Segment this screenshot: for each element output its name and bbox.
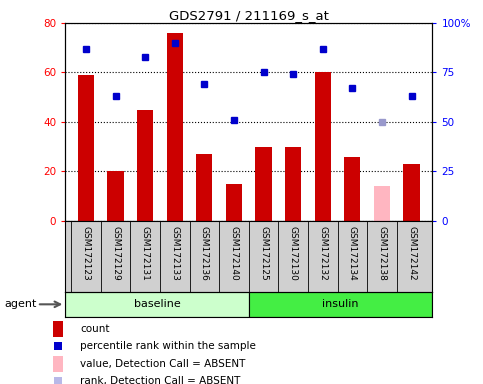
Text: GSM172131: GSM172131	[141, 227, 150, 281]
Text: GSM172123: GSM172123	[82, 227, 90, 281]
Bar	[137, 109, 153, 221]
Bar	[256, 147, 272, 221]
Text: insulin: insulin	[322, 299, 359, 310]
Text: GSM172130: GSM172130	[289, 227, 298, 281]
Bar	[226, 184, 242, 221]
Bar	[314, 73, 331, 221]
Text: GSM172125: GSM172125	[259, 227, 268, 281]
Text: GSM172134: GSM172134	[348, 227, 357, 281]
Text: GSM172132: GSM172132	[318, 227, 327, 281]
Text: GSM172133: GSM172133	[170, 227, 179, 281]
Text: count: count	[80, 324, 110, 334]
Bar	[285, 147, 301, 221]
Bar	[65, 292, 249, 317]
Bar	[374, 186, 390, 221]
Text: agent: agent	[5, 299, 37, 310]
Bar	[78, 75, 94, 221]
Bar	[403, 164, 420, 221]
Text: rank, Detection Call = ABSENT: rank, Detection Call = ABSENT	[80, 376, 241, 384]
Text: GSM172142: GSM172142	[407, 227, 416, 281]
Text: baseline: baseline	[134, 299, 180, 310]
Bar	[249, 292, 432, 317]
Text: GSM172140: GSM172140	[229, 227, 239, 281]
Bar	[344, 157, 360, 221]
Bar	[53, 321, 63, 337]
Text: GSM172129: GSM172129	[111, 227, 120, 281]
Text: value, Detection Call = ABSENT: value, Detection Call = ABSENT	[80, 359, 245, 369]
Text: GSM172136: GSM172136	[200, 227, 209, 281]
Title: GDS2791 / 211169_s_at: GDS2791 / 211169_s_at	[169, 9, 329, 22]
Text: GSM172138: GSM172138	[377, 227, 386, 281]
Bar	[107, 171, 124, 221]
Text: percentile rank within the sample: percentile rank within the sample	[80, 341, 256, 351]
Bar	[196, 154, 213, 221]
Bar	[167, 33, 183, 221]
Bar	[53, 356, 63, 372]
